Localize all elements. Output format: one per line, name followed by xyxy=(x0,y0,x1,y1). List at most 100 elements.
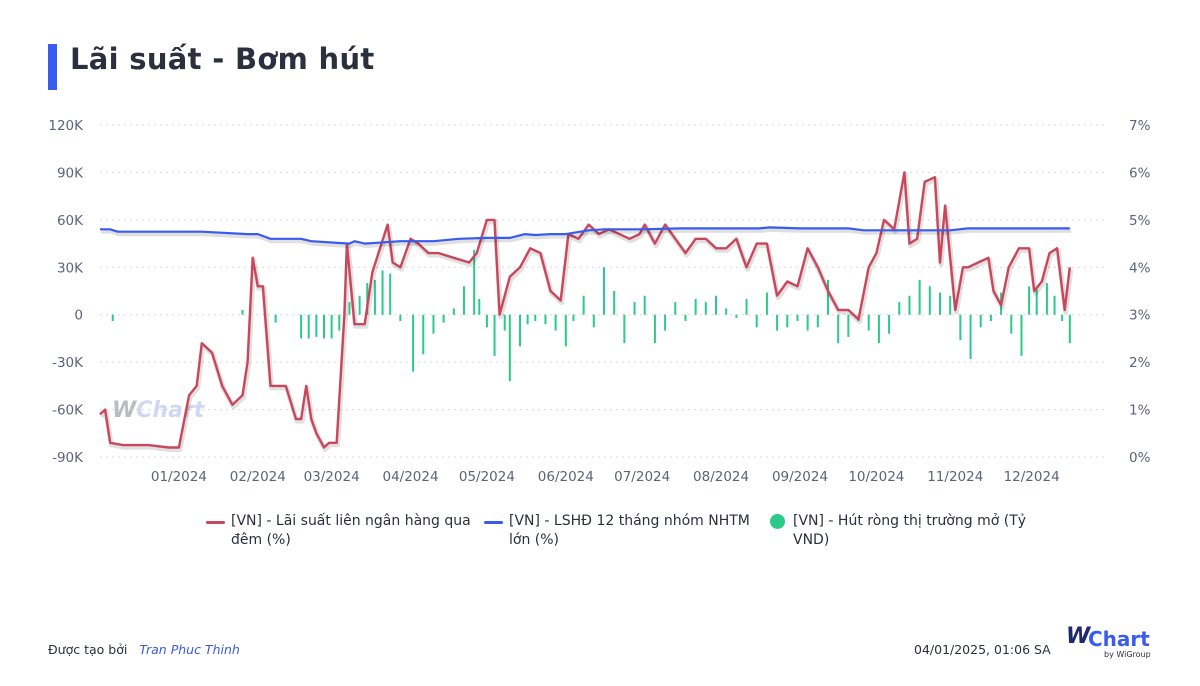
net-absorption-bar xyxy=(684,314,687,322)
net-absorption-bar xyxy=(485,314,488,328)
y-left-tick-label: -60K xyxy=(52,403,84,419)
net-absorption-bar xyxy=(422,314,425,355)
y-right-tick-label: 3% xyxy=(1129,308,1151,324)
net-absorption-bar xyxy=(473,249,476,315)
created-by: Được tạo bởi Tran Phuc Thinh xyxy=(48,642,240,657)
net-absorption-bar xyxy=(241,309,244,315)
x-tick-label: 06/2024 xyxy=(538,469,594,485)
net-absorption-bar xyxy=(888,314,891,334)
net-absorption-bar xyxy=(508,314,511,382)
net-absorption-bar xyxy=(526,314,529,325)
y-left-tick-label: 60K xyxy=(57,213,84,229)
net-absorption-bar xyxy=(554,314,557,331)
net-absorption-dot-swatch-icon xyxy=(770,514,785,529)
net-absorption-bar xyxy=(1035,289,1038,315)
net-absorption-bar xyxy=(704,302,707,315)
net-absorption-bar xyxy=(412,314,415,372)
net-absorption-bar xyxy=(323,314,325,339)
net-absorption-bar xyxy=(519,314,521,347)
net-absorption-bar xyxy=(928,286,931,315)
net-absorption-bar xyxy=(381,270,384,315)
logo-chart: Chart xyxy=(1088,627,1150,651)
net-absorption-bar xyxy=(796,314,799,322)
wichart-watermark: WChart xyxy=(112,398,204,423)
net-absorption-bar xyxy=(847,314,850,337)
y-right-tick-label: 1% xyxy=(1129,403,1151,419)
net-absorption-bar xyxy=(478,298,481,315)
net-absorption-bar xyxy=(358,295,361,315)
net-absorption-bar xyxy=(674,302,677,315)
y-right-tick-label: 2% xyxy=(1129,355,1151,371)
net-absorption-bar xyxy=(503,314,506,331)
overnight-line-swatch-icon xyxy=(206,521,225,524)
net-absorption-bars xyxy=(111,249,1071,382)
net-absorption-bar xyxy=(1068,314,1071,344)
y-left-tick-label: 30K xyxy=(57,260,84,276)
y-right-tick-label: 7% xyxy=(1129,118,1151,134)
deposit-line-swatch-icon xyxy=(484,521,503,524)
net-absorption-bar xyxy=(1061,314,1064,322)
net-absorption-bar xyxy=(837,314,840,344)
net-absorption-bar xyxy=(330,314,333,339)
net-absorption-bar xyxy=(348,302,351,315)
net-absorption-bar xyxy=(623,314,626,344)
net-absorption-bar xyxy=(1045,283,1048,315)
net-absorption-bar xyxy=(816,314,819,328)
author-link[interactable]: Tran Phuc Thinh xyxy=(139,642,240,657)
x-tick-label: 12/2024 xyxy=(1004,469,1060,485)
chart-title: Lãi suất - Bơm hút xyxy=(70,42,375,76)
legend-item-overnight-rate[interactable]: [VN] - Lãi suất liên ngân hàng qua đêm (… xyxy=(206,512,483,550)
net-absorption-bar xyxy=(300,314,303,339)
logo-w: W xyxy=(1066,624,1091,649)
title-accent-bar xyxy=(48,44,57,90)
watermark-chart: Chart xyxy=(136,398,205,423)
net-absorption-bar xyxy=(918,279,921,315)
x-tick-label: 10/2024 xyxy=(848,469,904,485)
net-absorption-bar xyxy=(633,302,636,315)
y-right-tick-label: 0% xyxy=(1129,450,1151,466)
wichart-logo[interactable]: W Chart by WiGroup xyxy=(1066,624,1156,662)
logo-by: by WiGroup xyxy=(1104,650,1151,659)
net-absorption-bar xyxy=(989,314,992,322)
net-absorption-bar xyxy=(338,314,341,331)
legend-item-net-absorption[interactable]: [VN] - Hút ròng thị trường mở (Tỷ VND) xyxy=(770,512,1045,550)
net-absorption-bar xyxy=(442,314,445,323)
net-absorption-bar xyxy=(725,308,728,315)
net-absorption-bar xyxy=(755,314,758,328)
x-tick-label: 11/2024 xyxy=(927,469,983,485)
net-absorption-bar xyxy=(1010,314,1013,334)
net-absorption-bar xyxy=(765,292,768,315)
x-tick-label: 03/2024 xyxy=(304,469,360,485)
net-absorption-bar xyxy=(786,314,789,328)
net-absorption-bar xyxy=(969,314,972,359)
net-absorption-bar xyxy=(979,314,982,328)
legend-label: [VN] - LSHĐ 12 tháng nhóm NHTM lớn (%) xyxy=(509,513,750,548)
x-tick-label: 05/2024 xyxy=(459,469,515,485)
net-absorption-bar xyxy=(898,302,901,315)
x-tick-label: 02/2024 xyxy=(230,469,286,485)
net-absorption-bar xyxy=(274,314,277,323)
net-absorption-bar xyxy=(592,314,595,328)
net-absorption-bar xyxy=(715,295,717,315)
net-absorption-bar xyxy=(452,308,455,315)
net-absorption-bar xyxy=(1053,295,1056,315)
net-absorption-bar xyxy=(776,314,779,331)
net-absorption-bar xyxy=(603,267,605,315)
net-absorption-bar xyxy=(653,314,656,344)
timestamp: 04/01/2025, 01:06 SA xyxy=(914,642,1051,657)
overnight-rate-line xyxy=(99,171,1071,449)
net-absorption-bar xyxy=(315,314,318,337)
net-absorption-bar xyxy=(572,314,575,322)
net-absorption-bar xyxy=(613,291,616,315)
net-absorption-bar xyxy=(582,295,585,315)
legend-item-deposit-rate[interactable]: [VN] - LSHĐ 12 tháng nhóm NHTM lớn (%) xyxy=(484,512,761,550)
created-by-label: Được tạo bởi xyxy=(48,642,128,657)
axis-labels: 120K 7% 90K 6% 60K 5% 30K 4% 0 3% -30K 2% -60K 1% -90K… xyxy=(48,118,1150,485)
net-absorption-bar xyxy=(544,314,547,325)
y-right-tick-label: 6% xyxy=(1129,165,1151,181)
deposit-rate-line-shadow xyxy=(101,226,1071,249)
y-right-tick-label: 4% xyxy=(1129,260,1151,276)
x-tick-label: 04/2024 xyxy=(382,469,438,485)
net-absorption-bar xyxy=(827,279,829,315)
net-absorption-bar xyxy=(1028,286,1031,315)
